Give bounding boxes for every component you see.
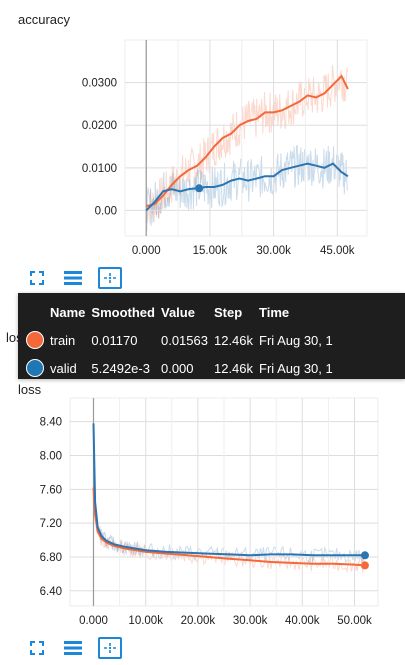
tooltip-smoothed: 0.01170	[91, 332, 138, 348]
hover-point-marker	[195, 184, 204, 193]
fit-domain-icon[interactable]	[98, 637, 122, 659]
train-color-dot	[26, 331, 44, 349]
tooltip-header-step: Step	[213, 305, 243, 320]
y-tick-label: 8.40	[40, 417, 62, 429]
list-icon[interactable]	[62, 268, 84, 288]
tooltip-value: 0.01563	[160, 332, 208, 348]
tooltip-header-smoothed: Smoothed	[91, 305, 155, 320]
tooltip-header-value: Value	[160, 305, 195, 320]
y-tick-label: 0.0100	[82, 163, 117, 175]
valid-smoothed-line	[145, 162, 349, 212]
y-tick-label: 0.0200	[82, 120, 117, 132]
tooltip-row-train: train 0.01170 0.01563 12.46k Fri Aug 30,…	[26, 326, 339, 354]
y-tick-label: 0.00	[95, 205, 117, 217]
y-tick-label: 7.60	[40, 484, 62, 496]
list-icon[interactable]	[62, 638, 84, 658]
loss-toolbar	[26, 637, 122, 659]
x-tick-label: 45.00k	[320, 245, 355, 257]
fullscreen-icon[interactable]	[26, 268, 48, 288]
x-tick-label: 30.00k	[256, 245, 291, 257]
x-tick-label: 0.000	[79, 615, 108, 627]
y-tick-label: 7.20	[40, 518, 62, 530]
train-end-marker	[360, 561, 369, 570]
x-tick-label: 50.00k	[337, 615, 372, 627]
tooltip-header-name: Name	[50, 305, 86, 320]
valid-color-dot	[26, 359, 44, 377]
tooltip-step: 12.46k	[213, 332, 254, 348]
tooltip-smoothed: 5.2492e-3	[91, 360, 150, 376]
tooltip-run-name: train	[50, 332, 76, 348]
valid-end-marker	[360, 551, 369, 560]
hover-tooltip: Name Smoothed Value Step Time train 0.01…	[18, 293, 405, 379]
valid-raw-line	[145, 144, 348, 232]
x-tick-label: 30.00k	[233, 615, 268, 627]
x-tick-label: 15.00k	[193, 245, 228, 257]
fit-domain-icon[interactable]	[98, 267, 122, 289]
y-tick-label: 0.0300	[82, 78, 117, 90]
train-smoothed-line	[92, 487, 365, 567]
y-tick-label: 6.80	[40, 552, 62, 564]
y-tick-label: 8.00	[40, 450, 62, 462]
tooltip-table: Name Smoothed Value Step Time train 0.01…	[26, 305, 339, 379]
x-tick-label: 0.000	[132, 245, 161, 257]
accuracy-card-title: accuracy	[18, 12, 71, 27]
accuracy-toolbar	[26, 267, 122, 289]
train-smoothed-line	[145, 74, 349, 208]
y-tick-label: 6.40	[40, 586, 62, 598]
tooltip-value: 0.000	[160, 360, 194, 376]
tooltip-header-time: Time	[259, 305, 290, 320]
loss-chart[interactable]: 0.000 10.00k 20.00k 30.00k 40.00k 50.00k 6.40 6…	[0, 380, 405, 635]
loss-card-title: loss	[18, 382, 42, 397]
tooltip-time: Fri Aug 30, 1	[259, 332, 333, 348]
tooltip-row-valid: valid 5.2492e-3 0.000 12.46k Fri Aug 30,…	[26, 354, 339, 379]
tooltip-run-name: valid	[50, 360, 77, 376]
train-raw-line	[145, 64, 348, 224]
fullscreen-icon[interactable]	[26, 638, 48, 658]
x-tick-label: 20.00k	[181, 615, 216, 627]
tooltip-time: Fri Aug 30, 1	[259, 360, 333, 376]
tooltip-step: 12.46k	[213, 360, 254, 376]
tooltip-header-row: Name Smoothed Value Step Time	[26, 305, 339, 326]
valid-smoothed-line	[92, 423, 365, 557]
x-tick-label: 10.00k	[128, 615, 163, 627]
x-tick-label: 40.00k	[285, 615, 320, 627]
plot-area	[124, 39, 368, 237]
accuracy-chart[interactable]: 0.000 15.00k 30.00k 45.00k 0.00 0.0100 0.0200 0…	[0, 0, 405, 270]
